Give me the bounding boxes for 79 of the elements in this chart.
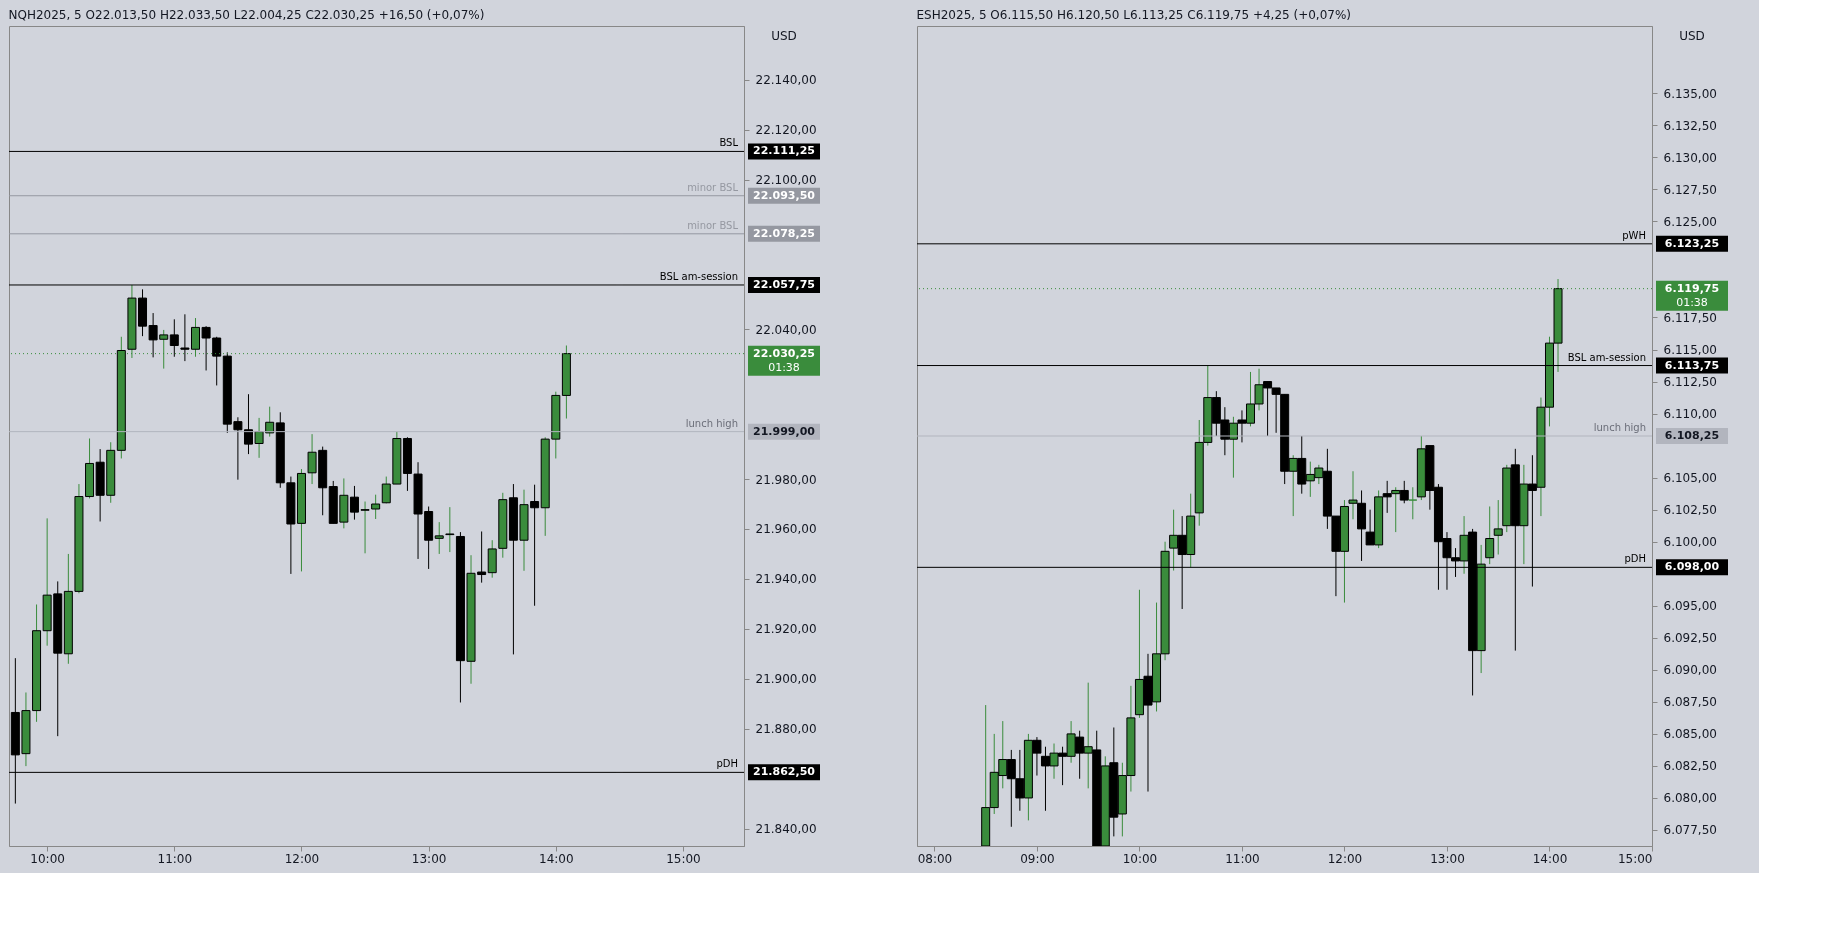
text: 22.078,25 — [753, 226, 815, 240]
text: 22.030,25 — [753, 346, 815, 360]
candlestick — [434, 521, 444, 555]
y-tick-label: 21.960,00 — [755, 522, 817, 537]
y-tick-label: 6.087,50 — [1663, 695, 1717, 710]
y-tick-label: 6.130,00 — [1663, 150, 1717, 165]
x-tick-label: 12:00 — [1327, 851, 1363, 866]
ref-line-label: lunch high — [685, 417, 738, 429]
y-tick-label: 6.095,00 — [1663, 599, 1717, 614]
candlestick — [445, 506, 455, 553]
y-tick-label: 6.115,00 — [1663, 343, 1717, 358]
text: 6.113,75 — [1664, 358, 1720, 372]
y-axis-title: USD — [771, 29, 797, 43]
y-tick-label: 21.940,00 — [755, 572, 817, 587]
y-tick-label: 6.102,50 — [1663, 503, 1717, 518]
y-tick-label: 6.082,50 — [1663, 759, 1717, 774]
x-tick-label: 11:00 — [1225, 851, 1260, 866]
ref-line-label: minor BSL — [687, 219, 739, 231]
y-tick-label: 6.125,00 — [1663, 214, 1717, 229]
y-tick-label: 21.840,00 — [755, 822, 817, 837]
x-tick-label: 13:00 — [1430, 851, 1465, 866]
ref-line-label: BSL am-session — [1567, 351, 1646, 363]
y-tick-label: 22.120,00 — [755, 123, 817, 138]
text: 22.093,50 — [753, 188, 816, 202]
candlestick — [1485, 505, 1495, 565]
y-tick-label: 6.127,50 — [1663, 182, 1717, 197]
x-tick-label: 11:00 — [157, 851, 193, 866]
x-tick-label: 14:00 — [539, 851, 574, 866]
y-tick-label: 6.092,50 — [1663, 631, 1717, 646]
y-tick-label: 6.105,00 — [1663, 471, 1717, 486]
ref-line-label: pDH — [716, 758, 738, 770]
y-tick-label: 6.080,00 — [1663, 791, 1717, 806]
text: 6.098,00 — [1664, 560, 1720, 574]
text: 21.999,00 — [753, 424, 816, 438]
candlestick — [169, 318, 179, 358]
y-tick-label: 21.980,00 — [755, 472, 817, 487]
text: 22.057,75 — [753, 277, 815, 291]
chart-title: NQH2025, 5 O22.013,50 H22.033,50 L22.004,25 C22.030,25 +16,50 (+0,07%) — [8, 8, 485, 22]
y-axis-title: USD — [1679, 29, 1705, 43]
x-tick-label: 09:00 — [1020, 851, 1055, 866]
x-tick-label: 08:00 — [917, 851, 953, 866]
ref-line-label: lunch high — [1593, 422, 1646, 433]
text: 6.123,25 — [1664, 236, 1720, 250]
candlestick — [1408, 486, 1418, 520]
y-tick-label: 21.900,00 — [755, 672, 817, 687]
y-tick-label: 6.090,00 — [1663, 663, 1717, 678]
text: 01:38 — [1676, 295, 1708, 309]
ref-line-label: pWH — [1622, 229, 1646, 241]
y-tick-label: 6.112,50 — [1663, 375, 1717, 390]
ref-line-label: BSL am-session — [659, 270, 738, 282]
y-tick-label: 6.110,00 — [1663, 407, 1717, 422]
x-tick-label: 10:00 — [1122, 851, 1158, 866]
y-tick-label: 6.135,00 — [1663, 86, 1717, 101]
x-tick-label: 12:00 — [284, 851, 320, 866]
x-tick-label: 10:00 — [30, 851, 65, 866]
ref-line-label: minor BSL — [687, 181, 739, 193]
y-tick-label: 6.085,00 — [1663, 727, 1717, 742]
text: 01:38 — [768, 360, 800, 374]
x-tick-label: 14:00 — [1532, 851, 1568, 866]
y-tick-label: 22.100,00 — [755, 173, 817, 188]
ref-line-label: BSL — [719, 137, 739, 149]
text: 6.119,75 — [1664, 281, 1720, 295]
y-tick-label: 22.040,00 — [755, 322, 817, 337]
ref-line-label: pDH — [1624, 553, 1646, 565]
y-tick-label: 21.880,00 — [755, 722, 817, 737]
x-tick-label: 15:00 — [666, 851, 701, 866]
x-tick-label: 13:00 — [411, 851, 447, 866]
y-tick-label: 6.100,00 — [1663, 535, 1717, 550]
y-tick-label: 6.077,50 — [1663, 823, 1717, 838]
chart-title: ESH2025, 5 O6.115,50 H6.120,50 L6.113,25 C6.119,75 +4,25 (+0,07%) — [916, 8, 1352, 22]
y-tick-label: 21.920,00 — [755, 622, 817, 637]
text: 21.862,50 — [753, 765, 816, 779]
candlestick — [1493, 499, 1503, 556]
x-tick-label: 15:00 — [1617, 851, 1653, 866]
y-tick-label: 22.140,00 — [755, 73, 817, 88]
y-tick-label: 6.132,50 — [1663, 118, 1717, 133]
text: 22.111,25 — [753, 144, 815, 158]
text: 6.108,25 — [1664, 429, 1720, 442]
y-tick-label: 6.117,50 — [1663, 310, 1717, 325]
